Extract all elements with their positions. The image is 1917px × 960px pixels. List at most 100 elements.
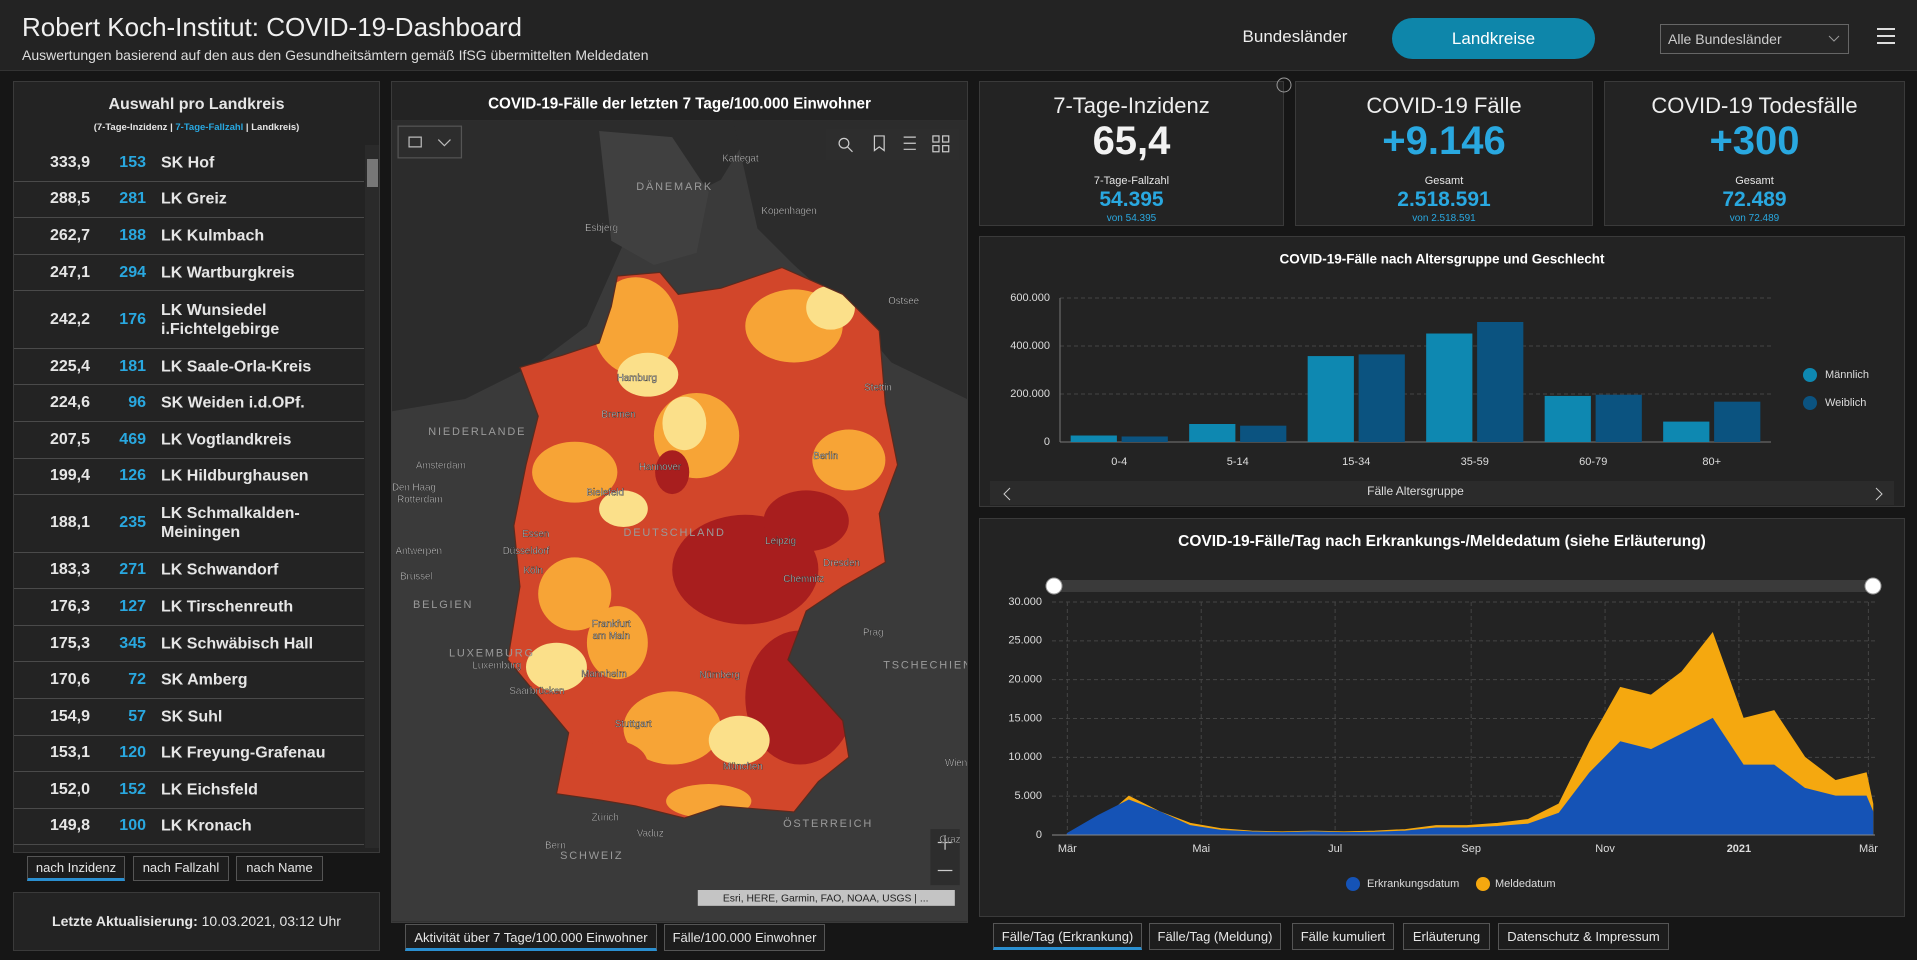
kpi-sub-label: Gesamt [1424,175,1464,187]
slider-handle[interactable] [1864,577,1882,595]
list-row[interactable]: 188,1 235 LK Schmalkalden-Meiningen [14,495,364,553]
cases: 271 [119,561,146,579]
city-label: Esbjerg [585,223,618,234]
chart-tab[interactable]: Fälle/Tag (Erkrankung) [993,923,1142,950]
chart-tab[interactable]: Datenschutz & Impressum [1498,923,1669,950]
incidence: 242,2 [49,310,90,328]
scroll-left[interactable] [1003,487,1011,501]
bar[interactable] [1307,356,1354,442]
map-tool[interactable] [397,125,463,159]
list-row[interactable]: 152,0 152 LK Eichsfeld [14,772,364,809]
y-tick-label: 25.000 [1008,635,1042,647]
tab-landkreise[interactable]: Landkreise [1392,18,1595,59]
list-row[interactable]: 176,3 127 LK Tirschenreuth [14,589,364,626]
y-tick-label: 30.000 [1008,596,1042,608]
list-row[interactable]: 333,9 153 SK Hof [14,145,364,182]
y-tick-label: 5.000 [1014,790,1042,802]
legend-label: Männlich [1825,369,1869,381]
scroll-right[interactable] [1875,487,1883,501]
chart-tab[interactable]: Fälle kumuliert [1292,923,1394,950]
x-tick-label: 0-4 [1111,456,1127,468]
bar[interactable] [1240,425,1287,442]
bar[interactable] [1426,333,1473,442]
bar[interactable] [1121,436,1168,442]
city-label: Bremen [602,409,636,420]
city-label: Berlin [813,451,838,462]
scrollbar[interactable] [365,145,379,848]
cases: 153 [119,153,146,171]
update-value: 10.03.2021, 03:12 Uhr [201,913,341,929]
district: LK Schwandorf [161,561,279,579]
list-row[interactable]: 207,5 469 LK Vogtlandkreis [14,422,364,459]
scroll-thumb[interactable] [367,159,378,187]
city-label: Antwerpen [396,546,443,557]
list-row[interactable]: 224,6 96 SK Weiden i.d.OPf. [14,385,364,422]
list-row[interactable]: 225,4 181 LK Saale-Orla-Kreis [14,349,364,386]
daily-chart-panel: COVID-19-Fälle/Tag nach Erkrankungs-/Mel… [979,518,1905,917]
list-row[interactable]: 153,1 120 LK Freyung-Grafenau [14,736,364,773]
header: Robert Koch-Institut: COVID-19-Dashboard… [0,0,1917,71]
city-label: Rotterdam [397,495,442,506]
list-row[interactable]: 262,7 188 LK Kulmbach [14,218,364,255]
sort-button[interactable]: nach Inzidenz [27,856,125,881]
cases: 181 [119,357,146,375]
chart-tab[interactable]: Fälle/Tag (Meldung) [1149,923,1281,950]
cases: 57 [128,707,146,725]
sort-button[interactable]: nach Name [236,856,323,881]
list-row[interactable]: 242,2 176 LK Wunsiedel i.Fichtelgebirge [14,291,364,349]
city-label: Kattegat [722,154,759,165]
list-row[interactable]: 154,9 57 SK Suhl [14,699,364,736]
district: LK Kulmbach [161,227,265,245]
bar[interactable] [1189,424,1236,442]
range-slider[interactable] [1052,580,1875,592]
map-panel: COVID-19-Fälle der letzten 7 Tage/100.00… [391,81,971,923]
slider-handle[interactable] [1045,577,1063,595]
district: LK Saale-Orla-Kreis [161,358,312,376]
dropdown[interactable]: Alle Bundesländer [1660,24,1849,54]
y-tick-label: 10.000 [1008,751,1042,763]
country-label: NIEDERLANDE [428,426,526,438]
list-rows: 333,9 153 SK Hof 288,5 281 LK Greiz 262,7 188 LK… [14,145,364,848]
expand-icon[interactable] [1275,76,1293,94]
tab-bundeslaender[interactable]: Bundesländer [1242,27,1348,46]
y-tick-label: 15.000 [1008,712,1042,724]
district: LK Vogtlandkreis [161,431,292,449]
city-label: Frankfurt [592,619,631,630]
kpi-card: COVID-19 Todesfälle +300 Gesamt 72.489 von 7… [1604,81,1905,226]
bar[interactable] [1663,421,1710,442]
bar[interactable] [1358,354,1405,442]
legend-label: Erkrankungsdatum [1367,878,1459,890]
bar[interactable] [1714,401,1761,442]
district: LK Wartburgkreis [161,264,295,282]
zoom-icons [937,835,953,872]
bar[interactable] [1544,395,1591,442]
list-row[interactable]: 183,3 271 LK Schwandorf [14,553,364,590]
y-tick-label: 0 [1044,436,1050,448]
list-row[interactable]: 149,8 100 LK Kronach [14,809,364,846]
list-row[interactable]: 175,3 345 LK Schwäbisch Hall [14,626,364,663]
list-row[interactable]: 288,5 281 LK Greiz [14,182,364,219]
daily-chart: COVID-19-Fälle/Tag nach Erkrankungs-/Mel… [1008,533,1882,891]
map-tab[interactable]: Fälle/100.000 Einwohner [664,924,825,951]
city-label: Dresden [823,558,860,569]
kpi-value: +9.146 [1382,119,1506,163]
menu-icon[interactable] [1877,28,1895,44]
incidence: 175,3 [49,634,90,652]
map-tab[interactable]: Aktivität über 7 Tage/100.000 Einwohner [405,924,657,951]
city-label: Luxemburg [472,660,521,671]
bar[interactable] [1070,435,1117,442]
sort-button[interactable]: nach Fallzahl [133,856,229,881]
map-tool-icon [408,136,451,148]
age-chart: COVID-19-Fälle nach Altersgruppe und Ges… [990,252,1894,505]
last-update: Letzte Aktualisierung: 10.03.2021, 03:12… [13,892,380,951]
bar[interactable] [1477,322,1524,442]
list-row[interactable]: 170,6 72 SK Amberg [14,662,364,699]
y-tick-label: 200.000 [1010,388,1050,400]
cases: 345 [119,634,146,652]
incidence: 288,5 [49,190,90,208]
map-toolbar[interactable] [825,128,960,161]
list-row[interactable]: 247,1 294 LK Wartburgkreis [14,255,364,292]
chart-tab[interactable]: Erläuterung [1403,923,1490,950]
bar[interactable] [1595,394,1642,442]
list-row[interactable]: 199,4 126 LK Hildburghausen [14,459,364,496]
